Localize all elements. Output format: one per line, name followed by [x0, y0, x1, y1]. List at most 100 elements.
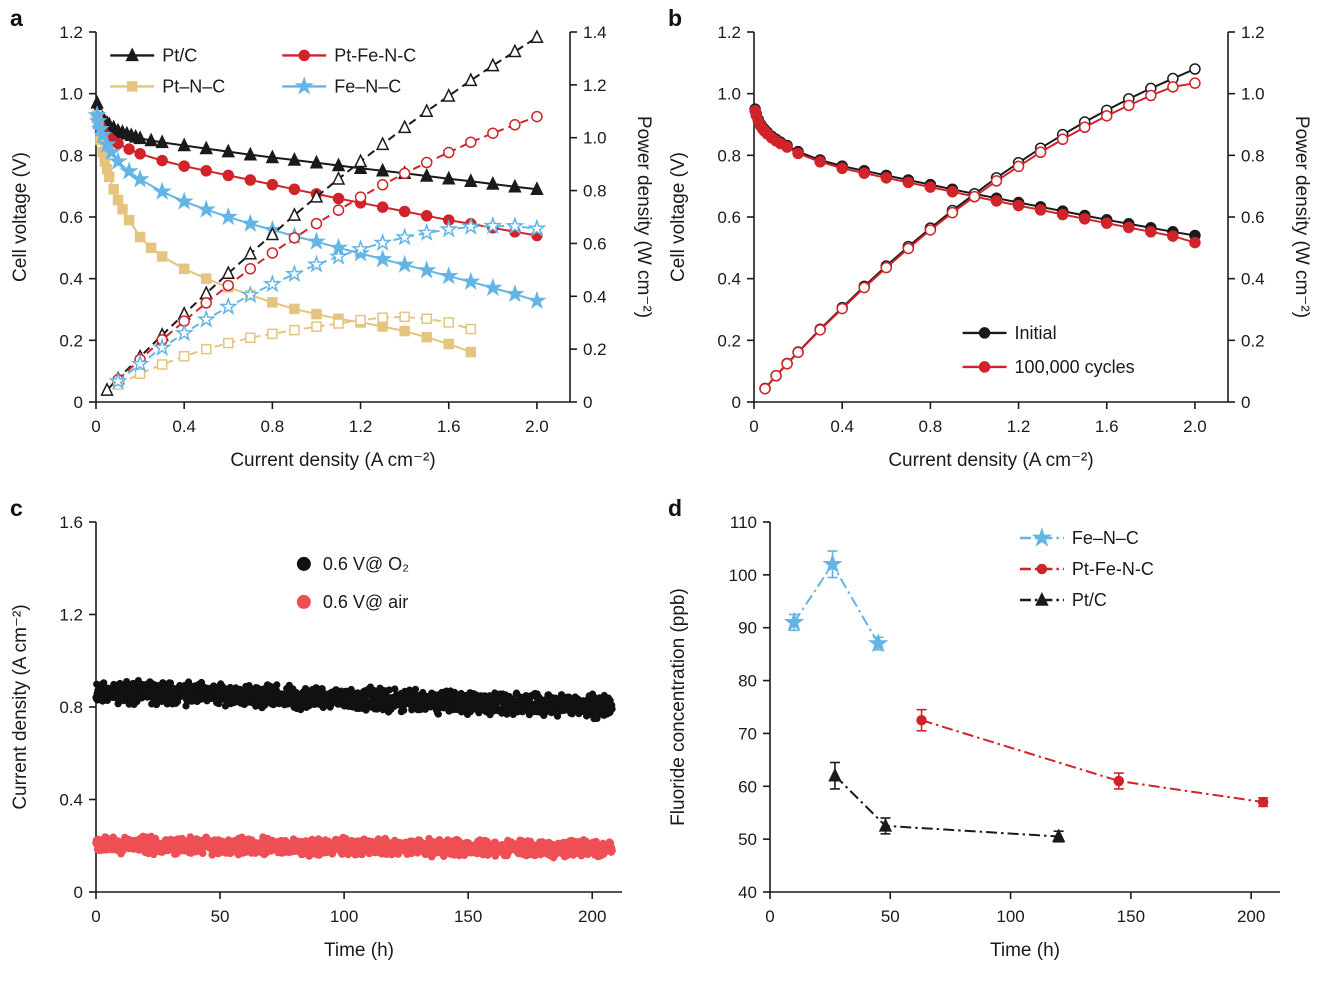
x-tick-label: 0.8	[919, 417, 943, 436]
x-tick-label: 0	[91, 907, 100, 926]
y-tick-label: 70	[738, 724, 757, 743]
y-right-tick-label: 0.2	[1241, 331, 1265, 350]
x-tick-label: 2.0	[525, 417, 549, 436]
tick-labels: 0 0.4 0.8 1.2 1.6 2.0 0 0.2 0.4 0.6 0.8 1.0 1.2 0 0.2 0…	[59, 23, 606, 436]
axes	[763, 521, 1280, 899]
x-tick-label: 150	[1117, 907, 1145, 926]
y-right-axis-title: Power density (W cm⁻²)	[1291, 116, 1312, 318]
series-fe-n-c	[87, 105, 547, 310]
y-right-tick-label: 0.6	[583, 234, 607, 253]
x-tick-label: 200	[1237, 907, 1265, 926]
legend-label: Pt/C	[1072, 590, 1107, 610]
y-axis-title: Fluoride concentration (ppb)	[668, 588, 689, 826]
legend-label: 0.6 V@ O₂	[323, 554, 409, 574]
panel-c: c 0 50 100 150 200 0 0.4 0.8 1.2 1.6 Time (h) Curre…	[0, 490, 658, 981]
y-tick-label: 50	[738, 830, 757, 849]
y-tick-label: 60	[738, 777, 757, 796]
x-tick-label: 100	[996, 907, 1024, 926]
x-tick-label: 50	[211, 907, 230, 926]
series-fe-n-c	[783, 550, 889, 653]
legend-item-pt-fe-n-c: Pt-Fe-N-C	[282, 45, 416, 65]
y-tick-label: 1.2	[59, 606, 83, 625]
x-tick-label: 1.2	[1007, 417, 1031, 436]
y-tick-label: 80	[738, 672, 757, 691]
y-tick-label: 0.4	[59, 270, 83, 289]
y-right-tick-label: 1.0	[1241, 85, 1265, 104]
legend-item-fe-n-c: Fe–N–C	[282, 76, 401, 96]
y-tick-label: 0.8	[59, 698, 83, 717]
x-axis-title: Current density (A cm⁻²)	[888, 450, 1093, 471]
y-axis-title: Cell voltage (V)	[668, 152, 689, 282]
series-100-000-cycles-power	[759, 77, 1201, 395]
y-right-tick-label: 0.8	[583, 182, 607, 201]
legend: 0.6 V@ O₂ 0.6 V@ air	[296, 554, 409, 612]
axes	[747, 31, 1235, 409]
axis-titles: Time (h) Current density (A cm⁻²)	[10, 604, 394, 961]
axes	[89, 31, 577, 409]
legend-item-pt-c: Pt/C	[110, 45, 197, 65]
legend-item-pt-n-c: Pt–N–C	[110, 76, 225, 96]
y-axis-title: Cell voltage (V)	[10, 152, 31, 282]
y-tick-label: 1.0	[717, 85, 741, 104]
x-tick-label: 0.8	[261, 417, 285, 436]
y-tick-label: 0	[732, 393, 741, 412]
axes	[89, 521, 622, 899]
legend-label: Initial	[1015, 323, 1057, 343]
series-0-6-v-o	[92, 677, 616, 723]
series-pt-fe-n-c	[916, 708, 1269, 808]
series-pt-n-c-power	[112, 311, 477, 390]
legend-item-0-6-v-o: 0.6 V@ O₂	[296, 554, 409, 574]
series-100-000-cycles	[749, 104, 1201, 249]
series-fe-n-c-power	[108, 215, 547, 390]
panel-c-chart: 0 50 100 150 200 0 0.4 0.8 1.2 1.6 Time (h) Current…	[10, 513, 622, 961]
y-tick-label: 0.2	[59, 331, 83, 350]
y-tick-label: 0.6	[59, 208, 83, 227]
legend: Pt/C Pt-Fe-N-C Pt–N–C Fe–N–C	[110, 45, 416, 96]
y-right-tick-label: 1.4	[583, 23, 607, 42]
x-tick-label: 0.4	[830, 417, 854, 436]
y-right-axis-title: Power density (W cm⁻²)	[633, 116, 654, 318]
y-tick-label: 1.0	[59, 85, 83, 104]
y-right-tick-label: 0.8	[1241, 146, 1265, 165]
legend-label: Pt-Fe-N-C	[1072, 559, 1154, 579]
y-tick-label: 0.8	[717, 146, 741, 165]
y-tick-label: 0	[74, 393, 83, 412]
series-pt-fe-n-c-power	[112, 110, 543, 386]
legend-item-fe-n-c: Fe–N–C	[1019, 527, 1139, 548]
panel-d-chart: 0 50 100 150 200 40 50 60 70 80 90 100 110 Time (h) Fl…	[668, 513, 1280, 961]
legend-item-pt-fe-n-c: Pt-Fe-N-C	[1019, 559, 1154, 579]
y-tick-label: 40	[738, 883, 757, 902]
legend-label: Pt-Fe-N-C	[334, 45, 416, 65]
tick-labels: 0 50 100 150 200 0 0.4 0.8 1.2 1.6	[59, 513, 606, 926]
y-tick-label: 110	[730, 513, 757, 532]
tick-labels: 0 50 100 150 200 40 50 60 70 80 90 100 110	[729, 513, 1266, 926]
x-tick-label: 2.0	[1183, 417, 1207, 436]
x-axis-title: Current density (A cm⁻²)	[230, 450, 435, 471]
x-tick-label: 150	[454, 907, 482, 926]
x-axis-title: Time (h)	[324, 940, 394, 961]
x-tick-label: 0	[91, 417, 100, 436]
y-tick-label: 0.4	[717, 270, 741, 289]
y-right-tick-label: 1.2	[583, 76, 607, 95]
axis-titles: Current density (A cm⁻²) Cell voltage (V)…	[10, 116, 654, 471]
y-right-tick-label: 0.4	[1241, 270, 1265, 289]
legend: Fe–N–C Pt-Fe-N-C Pt/C	[1019, 527, 1154, 610]
legend: Initial 100,000 cycles	[962, 323, 1135, 377]
legend-item-100-000-cycles: 100,000 cycles	[962, 357, 1135, 377]
series-initial	[749, 103, 1201, 242]
panel-b: b 0 0.4 0.8 1.2 1.6 2.0 0 0.2 0.4 0.6 0.8 1.0 1.2 0 0.…	[658, 0, 1317, 490]
x-tick-label: 0	[765, 907, 774, 926]
y-tick-label: 1.2	[59, 23, 83, 42]
y-right-tick-label: 1.2	[1241, 23, 1265, 42]
y-tick-label: 0.8	[59, 146, 83, 165]
tick-labels: 0 0.4 0.8 1.2 1.6 2.0 0 0.2 0.4 0.6 0.8 1.0 1.2 0 0.2 0…	[717, 23, 1264, 436]
panel-label-d: d	[668, 495, 683, 521]
y-tick-label: 0	[74, 883, 83, 902]
x-axis-title: Time (h)	[990, 940, 1060, 961]
y-right-tick-label: 0.6	[1241, 208, 1265, 227]
y-axis-title: Current density (A cm⁻²)	[10, 604, 31, 809]
panel-a-chart: 0 0.4 0.8 1.2 1.6 2.0 0 0.2 0.4 0.6 0.8 1.0 1.2 0 0.2 0…	[10, 23, 654, 471]
y-right-tick-label: 0	[583, 393, 592, 412]
y-tick-label: 1.6	[59, 513, 83, 532]
